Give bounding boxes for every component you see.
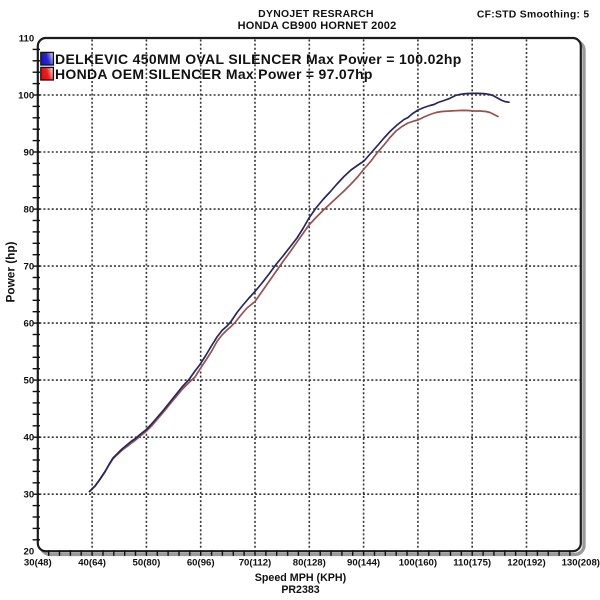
svg-text:HONDA OEM SILENCER Max Power =: HONDA OEM SILENCER Max Power = 97.07hp xyxy=(55,66,373,82)
svg-text:DYNOJET RESRARCH: DYNOJET RESRARCH xyxy=(258,9,374,20)
svg-text:Power (hp): Power (hp) xyxy=(4,241,18,302)
svg-text:40: 40 xyxy=(24,433,35,444)
svg-text:Speed MPH (KPH): Speed MPH (KPH) xyxy=(255,572,347,584)
svg-text:70: 70 xyxy=(24,262,35,273)
svg-text:70(112): 70(112) xyxy=(239,558,272,569)
svg-text:90: 90 xyxy=(24,147,35,158)
svg-text:60: 60 xyxy=(24,319,35,330)
svg-text:HONDA CB900 HORNET 2002: HONDA CB900 HORNET 2002 xyxy=(238,20,397,32)
svg-text:50(80): 50(80) xyxy=(133,558,161,569)
svg-text:110(175): 110(175) xyxy=(453,558,491,569)
svg-text:80(128): 80(128) xyxy=(293,558,326,569)
svg-text:110: 110 xyxy=(19,33,34,44)
svg-text:130(208): 130(208) xyxy=(562,558,600,569)
svg-text:120(192): 120(192) xyxy=(507,558,545,569)
svg-text:30: 30 xyxy=(24,490,35,501)
svg-text:90(144): 90(144) xyxy=(347,558,380,569)
svg-text:50: 50 xyxy=(24,376,35,387)
svg-text:100(160): 100(160) xyxy=(399,558,437,569)
svg-text:30(48): 30(48) xyxy=(24,558,52,569)
svg-text:100: 100 xyxy=(18,90,34,101)
svg-text:CF:STD Smoothing: 5: CF:STD Smoothing: 5 xyxy=(477,9,590,20)
svg-text:PR2383: PR2383 xyxy=(281,584,319,596)
svg-text:40(64): 40(64) xyxy=(78,558,106,569)
svg-text:DELKEVIC 450MM OVAL SILENCER M: DELKEVIC 450MM OVAL SILENCER Max Power =… xyxy=(55,51,462,67)
svg-text:20: 20 xyxy=(24,547,35,558)
svg-text:60(96): 60(96) xyxy=(187,558,215,569)
svg-text:80: 80 xyxy=(24,205,35,216)
